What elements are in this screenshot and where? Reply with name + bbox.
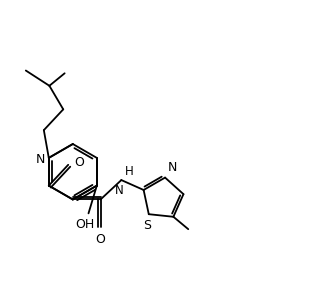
Text: N: N — [35, 153, 45, 166]
Text: S: S — [143, 219, 151, 232]
Text: OH: OH — [75, 218, 94, 231]
Text: N: N — [168, 161, 177, 174]
Text: O: O — [74, 156, 84, 169]
Text: N: N — [115, 184, 124, 197]
Text: O: O — [95, 233, 105, 246]
Text: H: H — [125, 165, 134, 178]
